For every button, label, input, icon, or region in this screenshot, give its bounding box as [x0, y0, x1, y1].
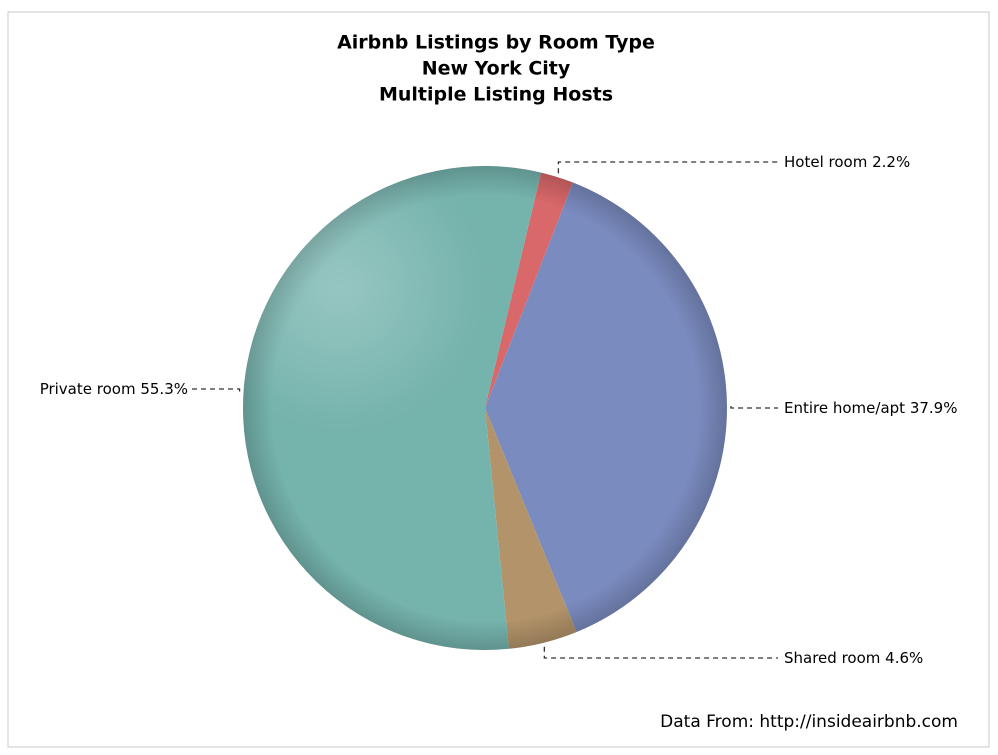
- chart-title: Airbnb Listings by Room Type: [337, 32, 655, 54]
- pie-highlight: [243, 166, 727, 650]
- data-label: Shared room 4.6%: [784, 649, 923, 667]
- leader-line: [543, 646, 778, 659]
- leader-line: [192, 388, 241, 392]
- data-label: Hotel room 2.2%: [784, 153, 910, 171]
- value-label: 2.2%: [872, 153, 910, 171]
- category-label: Private room: [40, 380, 136, 398]
- category-label: Entire home/apt: [784, 399, 905, 417]
- source-note: Data From: http://insideairbnb.com: [660, 712, 958, 732]
- frame: [7, 11, 990, 748]
- chart-subtitle: Multiple Listing Hosts: [379, 84, 613, 106]
- chart-subtitle: New York City: [422, 58, 571, 80]
- leader-line: [557, 161, 778, 174]
- category-label: Shared room: [784, 649, 880, 667]
- data-label: Private room 55.3%: [40, 380, 188, 398]
- category-label: Hotel room: [784, 153, 867, 171]
- value-label: 37.9%: [910, 399, 958, 417]
- value-label: 4.6%: [885, 649, 923, 667]
- data-label: Entire home/apt 37.9%: [784, 399, 957, 417]
- pie: [192, 161, 778, 659]
- leader-line: [730, 406, 778, 409]
- value-label: 55.3%: [140, 380, 188, 398]
